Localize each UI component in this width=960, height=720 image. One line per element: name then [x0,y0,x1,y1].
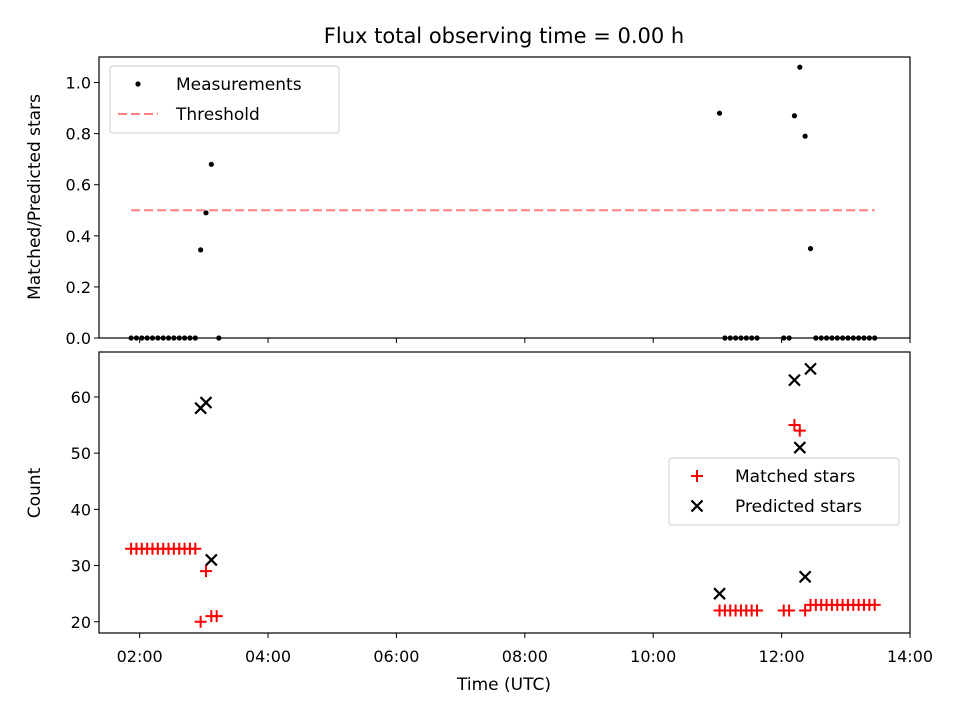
bottom-ticks: 20 30 40 50 60 02:00 04:00 06:00 08:00 10:00 12:00… [71,388,933,666]
bottom-panel: 20 30 40 50 60 02:00 04:00 06:00 08:00 10:00 12:00… [25,351,933,695]
legend-measurements-swatch [135,81,141,87]
y-tick-label: 20 [71,613,91,632]
matched-stars-point [783,604,796,617]
y-tick-label: 0.8 [66,125,91,144]
y-tick-label: 40 [71,500,91,519]
legend-predicted-swatch [690,499,704,513]
measurement-point [802,133,808,139]
x-tick-label: 08:00 [502,647,548,666]
y-tick-label: 60 [71,388,91,407]
matched-stars-point [868,598,881,611]
top-axes-frame [98,56,911,339]
legend-label: Measurements [176,75,302,95]
x-tick-label: 02:00 [117,647,163,666]
measurement-point [208,161,214,167]
y-tick-label: 0.0 [66,329,91,348]
bottom-axes-frame [98,351,911,634]
legend-label: Predicted stars [735,497,862,517]
measurement-point [797,64,803,70]
x-tick-label: 04:00 [245,647,291,666]
predicted-stars-point [804,362,817,376]
predicted-stars-point [793,441,807,454]
y-tick-label: 30 [71,557,91,576]
legend-label: Matched stars [735,467,855,487]
predicted-stars-point [199,396,213,409]
legend-box [668,457,900,526]
bottom-y-axis-label: Count [25,467,45,518]
matched-stars-point [189,542,202,555]
legend-matched-swatch [691,470,703,482]
matched-stars-point [210,610,223,623]
y-tick-label: 50 [71,444,91,463]
measurement-point [716,110,723,116]
y-tick-label: 0.6 [66,176,91,195]
x-tick-label: 10:00 [630,647,676,666]
legend-box [109,65,340,134]
y-tick-label: 0.4 [66,227,91,246]
bottom-legend: Matched stars Predicted stars [668,457,900,526]
predicted-stars-point [713,587,726,600]
x-tick-label: 06:00 [373,647,419,666]
x-tick-label: 14:00 [887,647,933,666]
top-panel: 0.0 0.2 0.4 0.6 0.8 1.0 Matched/Predicted sta… [25,56,911,348]
matched-stars-point [751,604,764,617]
measurement-point [807,245,814,252]
top-legend: Measurements Threshold [109,65,340,134]
matched-stars-point [194,615,207,628]
bottom-x-axis-label: Time (UTC) [456,675,551,695]
matched-stars-point [199,565,212,578]
legend-label: Threshold [175,105,260,125]
matched-stars-point [799,604,812,617]
matched-stars-point [788,419,801,432]
predicted-stars-point [798,570,812,584]
measurement-point [198,247,204,253]
measurement-point [791,113,798,119]
bottom-series-layer [125,362,881,628]
top-ticks: 0.0 0.2 0.4 0.6 0.8 1.0 [66,74,911,348]
top-y-axis-label: Matched/Predicted stars [25,94,45,300]
x-tick-label: 12:00 [759,647,805,666]
y-tick-label: 0.2 [66,278,91,297]
predicted-stars-point [205,553,218,567]
matched-stars-point [793,424,806,437]
y-tick-label: 1.0 [66,74,91,93]
measurement-point [203,210,209,216]
figure-title: Flux total observing time = 0.00 h [324,24,684,48]
predicted-stars-point [788,373,801,387]
